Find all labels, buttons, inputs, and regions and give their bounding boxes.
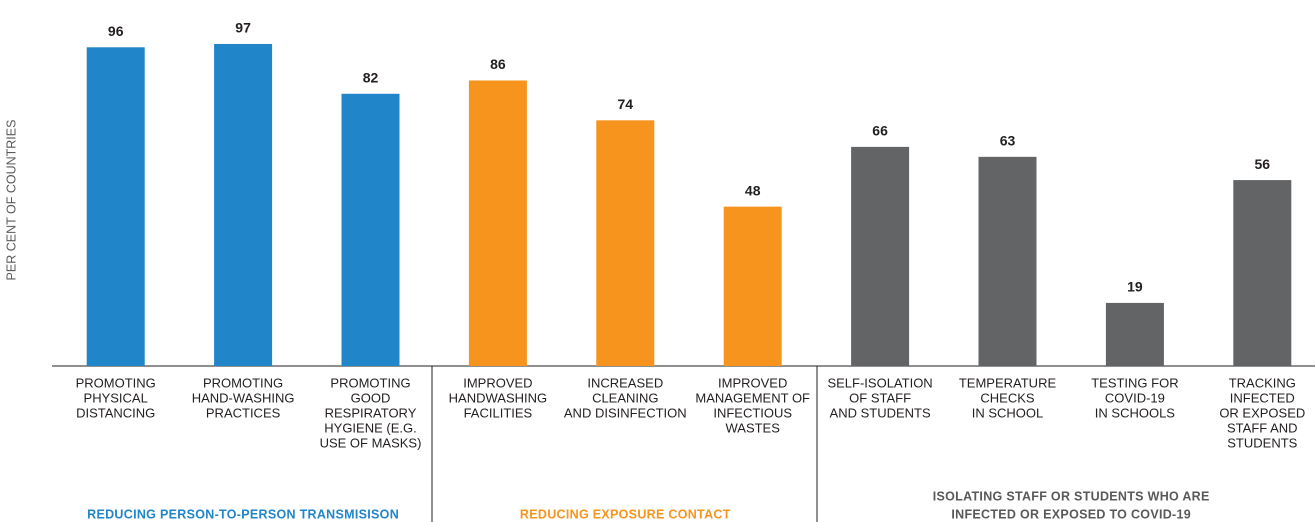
- value-label: 97: [235, 20, 251, 36]
- value-label: 82: [363, 69, 379, 85]
- bar: [1105, 302, 1164, 366]
- x-tick-label: INFECTIOUS: [713, 405, 792, 420]
- x-tick-label: AND STUDENTS: [830, 405, 931, 420]
- x-tick-label: DISTANCING: [76, 405, 155, 420]
- x-tick-label: CHECKS: [980, 390, 1035, 405]
- value-label: 19: [1127, 279, 1143, 295]
- bar: [851, 146, 910, 366]
- bar: [596, 120, 655, 366]
- x-tick-label: HAND-WASHING: [192, 390, 295, 405]
- group-label: REDUCING EXPOSURE CONTACT: [520, 507, 731, 521]
- group-label: ISOLATING STAFF OR STUDENTS WHO ARE: [933, 489, 1210, 503]
- x-tick-label: PHYSICAL: [84, 390, 148, 405]
- bar: [1233, 180, 1292, 366]
- bar: [468, 80, 527, 366]
- x-tick-label: FACILITIES: [464, 405, 533, 420]
- x-tick-label: IN SCHOOL: [972, 405, 1044, 420]
- x-tick-label: PROMOTING: [76, 375, 156, 390]
- x-tick-label: AND DISINFECTION: [564, 405, 687, 420]
- x-tick-label: OF STAFF: [849, 390, 911, 405]
- x-tick-label: INCREASED: [587, 375, 663, 390]
- value-label: 56: [1255, 156, 1271, 172]
- value-label: 48: [745, 182, 761, 198]
- x-tick-label: INFECTED: [1230, 390, 1295, 405]
- value-label: 86: [490, 56, 506, 72]
- x-tick-label: TRACKING: [1229, 375, 1296, 390]
- x-tick-label: MANAGEMENT OF: [695, 390, 810, 405]
- x-tick-label: PRACTICES: [206, 405, 281, 420]
- x-tick-label: TEMPERATURE: [959, 375, 1057, 390]
- bar: [214, 43, 273, 367]
- x-tick-label: STAFF AND: [1227, 420, 1298, 435]
- x-tick-label: GOOD: [351, 390, 391, 405]
- group-label: REDUCING PERSON-TO-PERSON TRANSMISISON: [87, 507, 399, 521]
- bar: [723, 206, 782, 366]
- x-tick-label: CLEANING: [592, 390, 658, 405]
- x-tick-label: OR EXPOSED: [1219, 405, 1305, 420]
- x-tick-label: SELF-ISOLATION: [827, 375, 932, 390]
- y-axis-label: PER CENT OF COUNTRIES: [4, 120, 18, 281]
- group-label: INFECTED OR EXPOSED TO COVID-19: [951, 507, 1191, 521]
- x-tick-label: PROMOTING: [203, 375, 283, 390]
- x-tick-label: IMPROVED: [463, 375, 532, 390]
- x-tick-label: PROMOTING: [330, 375, 410, 390]
- value-label: 63: [1000, 133, 1016, 149]
- value-label: 96: [108, 23, 124, 39]
- x-tick-label: IMPROVED: [718, 375, 787, 390]
- bar: [978, 156, 1037, 366]
- x-tick-label: RESPIRATORY: [325, 405, 417, 420]
- x-tick-label: TESTING FOR: [1091, 375, 1178, 390]
- x-tick-label: USE OF MASKS): [320, 435, 422, 450]
- x-tick-label: WASTES: [725, 420, 780, 435]
- value-label: 74: [618, 96, 634, 112]
- value-label: 66: [872, 123, 888, 139]
- x-tick-label: COVID-19: [1105, 390, 1165, 405]
- x-tick-label: HANDWASHING: [449, 390, 547, 405]
- x-tick-label: IN SCHOOLS: [1095, 405, 1176, 420]
- bar: [341, 93, 400, 366]
- bar: [86, 47, 145, 366]
- x-tick-label: STUDENTS: [1227, 435, 1297, 450]
- x-tick-label: HYGIENE (E.G.: [324, 420, 416, 435]
